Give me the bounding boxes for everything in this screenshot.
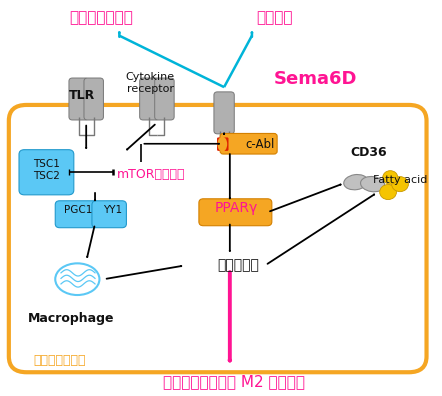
Text: TLR: TLR xyxy=(69,89,95,101)
Text: 神経ガイダンス: 神経ガイダンス xyxy=(70,10,133,25)
Text: mTOR複合体１: mTOR複合体１ xyxy=(117,168,186,181)
Ellipse shape xyxy=(55,263,99,295)
FancyBboxPatch shape xyxy=(19,150,74,195)
FancyBboxPatch shape xyxy=(140,78,159,120)
Text: Macrophage: Macrophage xyxy=(27,312,114,325)
Text: TSC2: TSC2 xyxy=(33,171,60,181)
FancyBboxPatch shape xyxy=(220,133,277,154)
Circle shape xyxy=(383,171,398,184)
Text: PGC1: PGC1 xyxy=(65,205,93,215)
Ellipse shape xyxy=(344,175,368,190)
Text: Fatty acid: Fatty acid xyxy=(373,175,427,185)
Text: Cytokine
receptor: Cytokine receptor xyxy=(126,72,175,94)
Text: Sema6D: Sema6D xyxy=(274,70,358,88)
FancyBboxPatch shape xyxy=(84,78,103,120)
Text: 脂肪酸代謝: 脂肪酸代謝 xyxy=(218,258,259,272)
FancyBboxPatch shape xyxy=(199,199,272,226)
Text: マクロファージ: マクロファージ xyxy=(34,354,86,367)
Text: YY1: YY1 xyxy=(103,205,122,215)
FancyBboxPatch shape xyxy=(214,92,234,134)
FancyBboxPatch shape xyxy=(92,201,126,228)
FancyBboxPatch shape xyxy=(69,78,88,120)
Text: 免疫制御: 免疫制御 xyxy=(256,10,292,25)
Text: TSC1: TSC1 xyxy=(33,159,60,169)
Circle shape xyxy=(380,185,396,200)
FancyBboxPatch shape xyxy=(55,201,99,228)
Text: PPARγ: PPARγ xyxy=(215,201,258,215)
Text: CD36: CD36 xyxy=(351,146,387,159)
Ellipse shape xyxy=(361,177,385,192)
Circle shape xyxy=(392,177,408,192)
Ellipse shape xyxy=(217,137,227,152)
Text: c-Abl: c-Abl xyxy=(245,138,274,151)
FancyBboxPatch shape xyxy=(9,105,427,372)
Text: 脂質代謝を介した M2 分化制御: 脂質代謝を介した M2 分化制御 xyxy=(163,375,305,390)
FancyBboxPatch shape xyxy=(217,137,229,151)
FancyBboxPatch shape xyxy=(155,78,174,120)
